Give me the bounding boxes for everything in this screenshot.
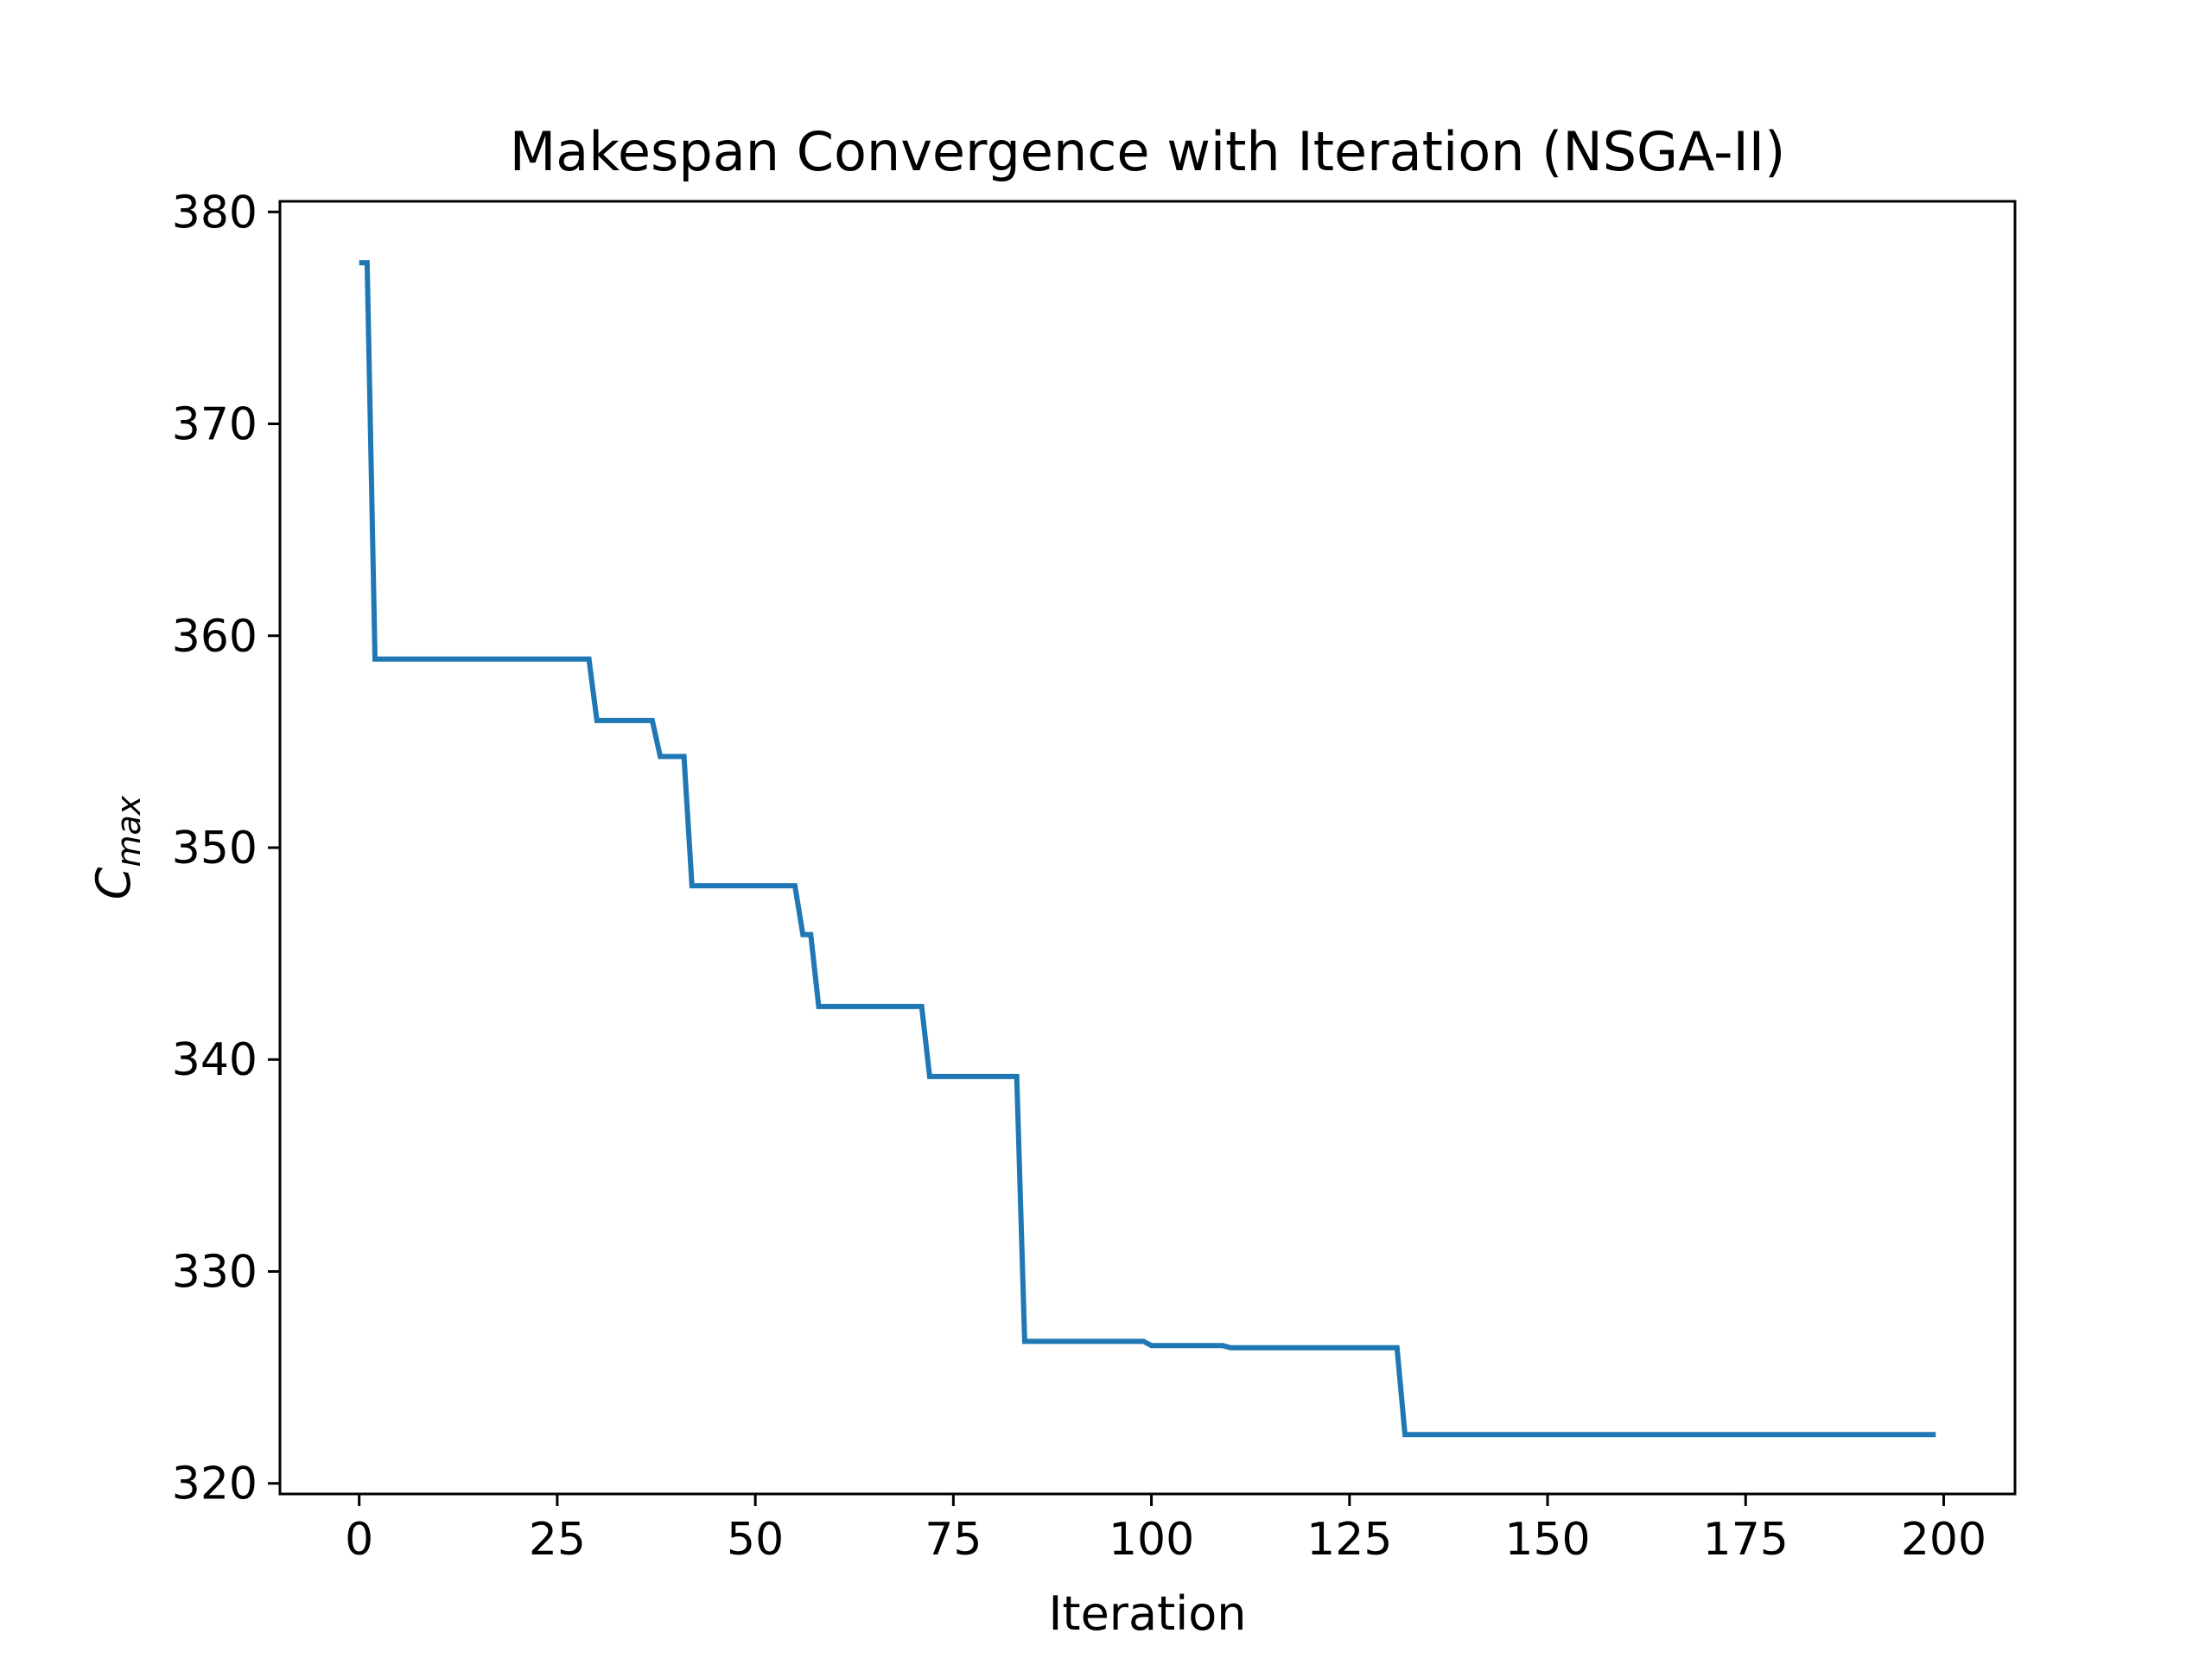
x-tick-label: 0 [345, 1514, 373, 1566]
x-axis-label: Iteration [1048, 1586, 1246, 1641]
x-tick-label: 150 [1504, 1514, 1590, 1566]
series-line-makespan [359, 260, 1936, 1438]
y-axis-label-subscript: max [110, 795, 148, 867]
x-tick-label: 200 [1901, 1514, 1986, 1566]
x-tick-label: 175 [1703, 1514, 1789, 1566]
y-tick-label: 330 [172, 1246, 257, 1298]
y-tick-label: 340 [172, 1034, 257, 1086]
x-tick-label: 50 [727, 1514, 784, 1566]
y-tick-label: 350 [172, 823, 257, 874]
x-tick-label: 125 [1306, 1514, 1392, 1566]
y-tick-label: 320 [172, 1459, 257, 1510]
x-axis-ticks: 0 25 50 75 100 125 150 175 200 [345, 1494, 1986, 1566]
y-axis-label: Cmax [86, 795, 148, 899]
x-tick-label: 25 [529, 1514, 586, 1566]
y-axis-ticks: 320 330 340 350 360 370 380 [172, 187, 280, 1510]
chart-title: Makespan Convergence with Iteration (NSG… [510, 120, 1786, 183]
y-axis-label-base: C [86, 867, 141, 899]
y-tick-label: 360 [172, 611, 257, 663]
y-tick-label: 370 [172, 399, 257, 451]
x-tick-label: 100 [1109, 1514, 1194, 1566]
x-tick-label: 75 [925, 1514, 982, 1566]
y-tick-label: 380 [172, 187, 257, 238]
